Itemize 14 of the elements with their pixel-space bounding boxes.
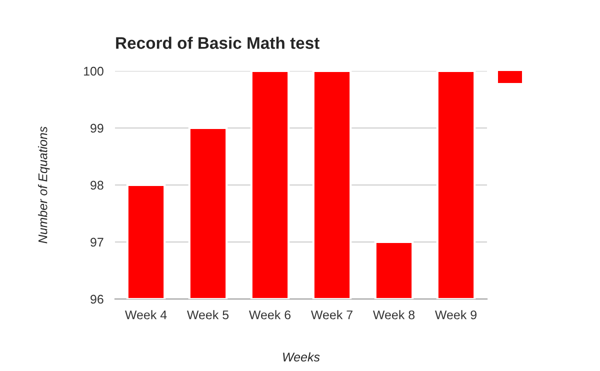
y-tick-label: 100 xyxy=(84,66,104,76)
y-tick-label: 96 xyxy=(90,294,104,304)
x-tick-label: Week 7 xyxy=(310,310,352,320)
x-tick-label: Week 9 xyxy=(434,310,476,320)
x-tick-label: Week 5 xyxy=(186,310,229,320)
y-tick-label: 97 xyxy=(90,238,104,247)
chart-title: Record of Basic Math test xyxy=(116,36,320,49)
x-tick-label: Week 6 xyxy=(248,310,291,320)
y-tick-label: 98 xyxy=(90,180,104,190)
y-tick-label: 99 xyxy=(90,124,104,133)
y-axis-title: Number of Equations xyxy=(38,126,50,244)
x-tick-label: Week 8 xyxy=(372,310,415,320)
x-tick-label: Week 4 xyxy=(124,310,167,320)
x-axis-title: Weeks xyxy=(283,352,320,362)
